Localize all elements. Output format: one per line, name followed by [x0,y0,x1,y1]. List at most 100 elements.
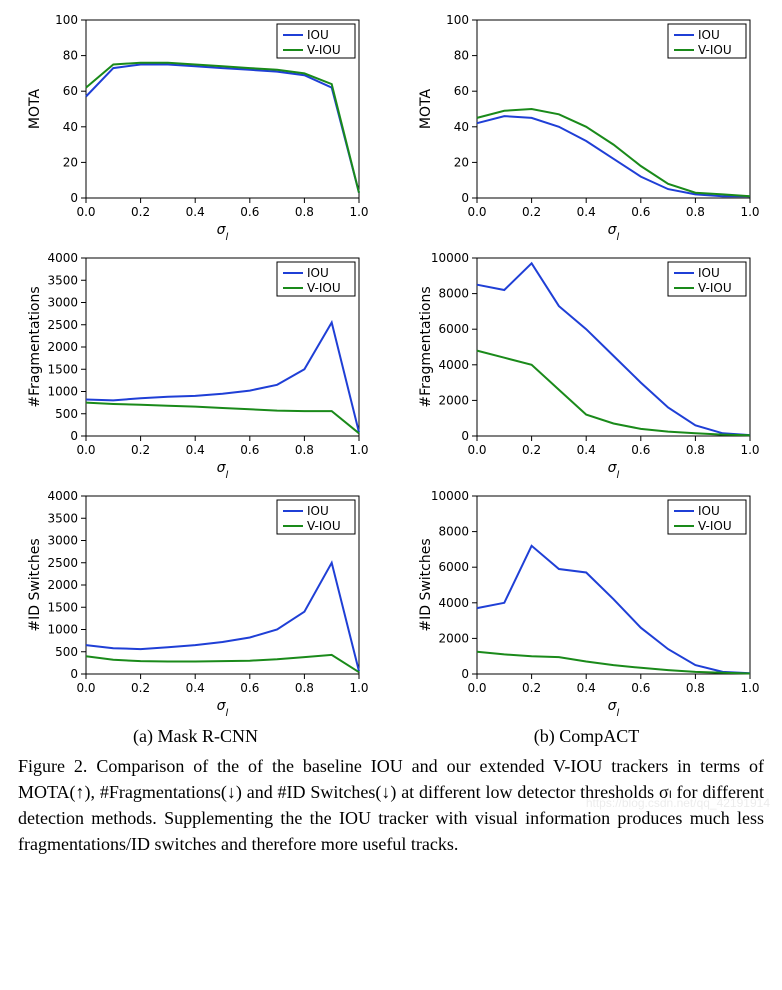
svg-text:20: 20 [62,155,77,169]
svg-text:0.8: 0.8 [294,443,313,457]
svg-text:V-IOU: V-IOU [698,281,732,295]
svg-text:1500: 1500 [47,600,78,614]
svg-text:0.2: 0.2 [131,443,150,457]
svg-text:σl: σl [607,698,619,716]
chart-a-mota: 0204060801000.00.20.40.60.81.0MOTAσlIOUV… [21,10,371,240]
svg-text:20: 20 [453,155,468,169]
svg-text:0.0: 0.0 [467,205,486,219]
svg-text:0.4: 0.4 [185,443,204,457]
subcaption-a: (a) Mask R-CNN [133,726,258,747]
svg-text:0.6: 0.6 [631,443,650,457]
svg-text:0.4: 0.4 [185,205,204,219]
svg-text:1.0: 1.0 [740,681,759,695]
svg-text:2000: 2000 [438,393,469,407]
svg-text:1.0: 1.0 [349,443,368,457]
chart-a-ids: 050010001500200025003000350040000.00.20.… [21,486,371,716]
svg-text:σl: σl [607,222,619,240]
svg-text:80: 80 [453,49,468,63]
chart-b-frag: 02000400060008000100000.00.20.40.60.81.0… [412,248,762,478]
svg-text:0.2: 0.2 [522,443,541,457]
svg-text:0: 0 [461,667,469,681]
svg-text:V-IOU: V-IOU [307,281,341,295]
svg-text:6000: 6000 [438,560,469,574]
svg-text:IOU: IOU [307,28,329,42]
svg-text:0.0: 0.0 [467,443,486,457]
svg-text:1500: 1500 [47,362,78,376]
svg-text:0.6: 0.6 [631,681,650,695]
svg-text:0: 0 [461,191,469,205]
svg-text:3500: 3500 [47,511,78,525]
svg-text:0.8: 0.8 [685,443,704,457]
svg-text:1.0: 1.0 [349,681,368,695]
svg-text:0.0: 0.0 [76,681,95,695]
svg-text:0: 0 [70,429,78,443]
chart-b-ids: 02000400060008000100000.00.20.40.60.81.0… [412,486,762,716]
svg-text:0: 0 [70,667,78,681]
svg-text:0.0: 0.0 [76,205,95,219]
svg-text:10000: 10000 [430,489,468,503]
svg-text:3000: 3000 [47,296,78,310]
svg-text:V-IOU: V-IOU [307,519,341,533]
svg-text:σl: σl [607,460,619,478]
figure-caption: Figure 2. Comparison of the of the basel… [10,753,772,857]
svg-text:IOU: IOU [698,28,720,42]
svg-text:8000: 8000 [438,525,469,539]
svg-text:4000: 4000 [47,489,78,503]
svg-text:100: 100 [446,13,469,27]
svg-text:1.0: 1.0 [740,205,759,219]
svg-text:σl: σl [216,222,228,240]
svg-text:MOTA: MOTA [418,89,434,130]
svg-text:V-IOU: V-IOU [698,43,732,57]
svg-text:0.2: 0.2 [131,681,150,695]
svg-text:10000: 10000 [430,251,468,265]
svg-text:MOTA: MOTA [27,89,43,130]
svg-text:IOU: IOU [307,266,329,280]
svg-text:4000: 4000 [438,596,469,610]
svg-text:1.0: 1.0 [349,205,368,219]
svg-text:0.6: 0.6 [240,681,259,695]
svg-text:IOU: IOU [698,266,720,280]
svg-text:6000: 6000 [438,322,469,336]
chart-b-mota: 0204060801000.00.20.40.60.81.0MOTAσlIOUV… [412,10,762,240]
svg-text:σl: σl [216,460,228,478]
svg-text:4000: 4000 [47,251,78,265]
svg-text:1000: 1000 [47,385,78,399]
svg-text:80: 80 [62,49,77,63]
svg-text:#ID Switches: #ID Switches [27,538,43,631]
svg-text:0.8: 0.8 [294,205,313,219]
svg-text:0.8: 0.8 [685,205,704,219]
svg-text:0.2: 0.2 [522,681,541,695]
svg-text:0.8: 0.8 [294,681,313,695]
svg-text:100: 100 [55,13,78,27]
chart-a-frag: 050010001500200025003000350040000.00.20.… [21,248,371,478]
svg-text:500: 500 [55,645,78,659]
subcaption-b: (b) CompACT [534,726,640,747]
svg-text:0.2: 0.2 [131,205,150,219]
svg-text:V-IOU: V-IOU [698,519,732,533]
svg-text:4000: 4000 [438,358,469,372]
svg-text:3000: 3000 [47,534,78,548]
svg-text:0: 0 [70,191,78,205]
svg-text:0.4: 0.4 [576,681,595,695]
svg-text:40: 40 [62,120,77,134]
svg-text:#Fragmentations: #Fragmentations [418,286,434,407]
svg-text:0.0: 0.0 [467,681,486,695]
svg-text:2500: 2500 [47,556,78,570]
svg-text:1.0: 1.0 [740,443,759,457]
svg-text:0.4: 0.4 [576,443,595,457]
svg-text:0: 0 [461,429,469,443]
svg-text:V-IOU: V-IOU [307,43,341,57]
figure-grid: 0204060801000.00.20.40.60.81.0MOTAσlIOUV… [10,10,772,747]
svg-text:500: 500 [55,407,78,421]
svg-text:IOU: IOU [698,504,720,518]
svg-text:1000: 1000 [47,623,78,637]
svg-text:2000: 2000 [438,631,469,645]
svg-text:0.4: 0.4 [185,681,204,695]
svg-text:60: 60 [62,84,77,98]
svg-text:#Fragmentations: #Fragmentations [27,286,43,407]
svg-text:60: 60 [453,84,468,98]
svg-text:40: 40 [453,120,468,134]
svg-text:0.4: 0.4 [576,205,595,219]
svg-text:3500: 3500 [47,273,78,287]
svg-text:σl: σl [216,698,228,716]
